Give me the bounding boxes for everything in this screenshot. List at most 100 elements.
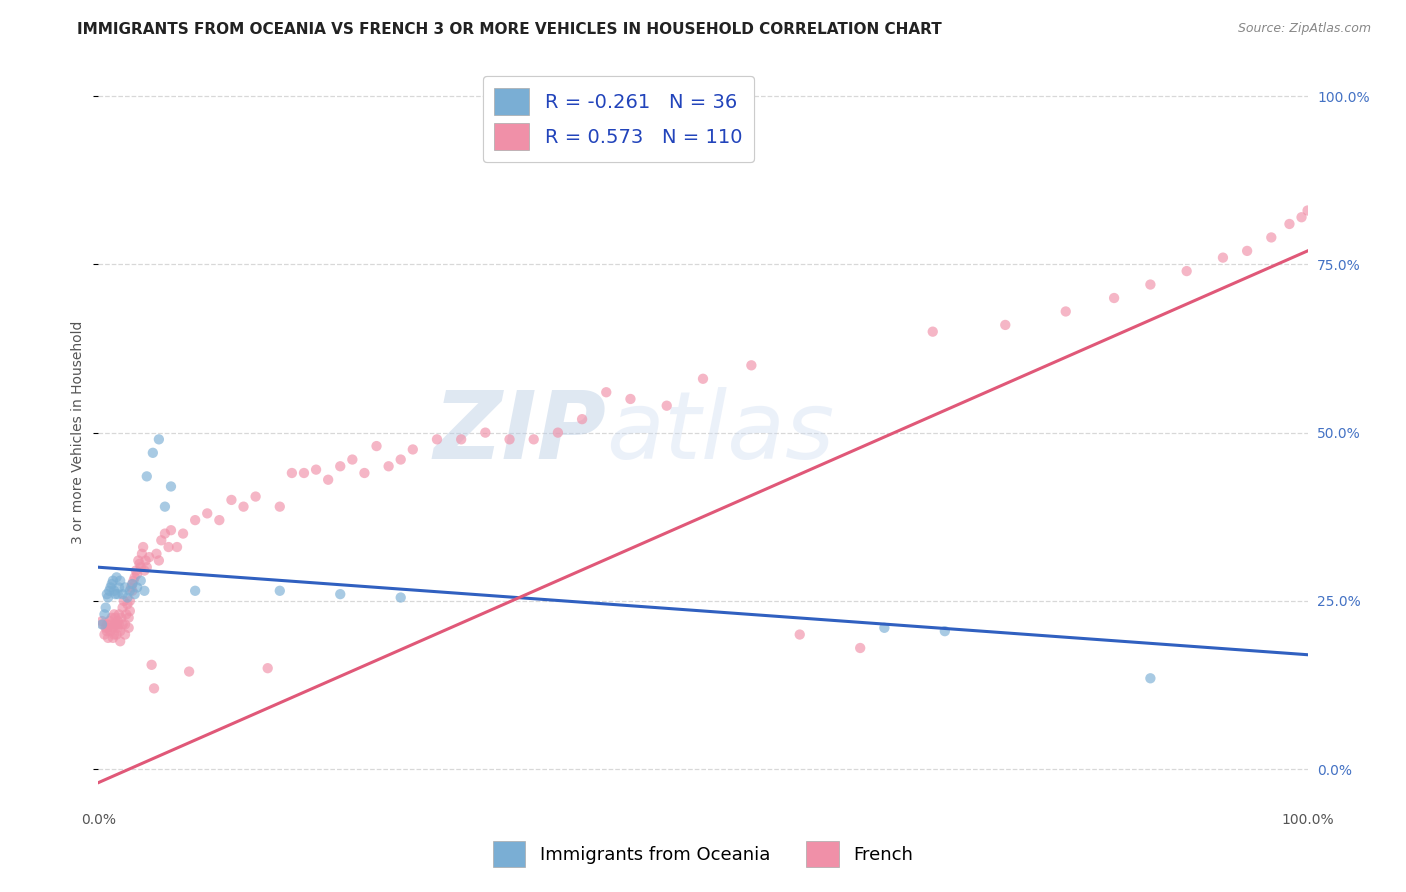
Point <box>316 473 339 487</box>
Point <box>1054 304 1077 318</box>
Point <box>129 560 152 574</box>
Point <box>127 553 149 567</box>
Point <box>117 597 139 611</box>
Point <box>91 614 114 628</box>
Point <box>91 617 114 632</box>
Point <box>292 466 315 480</box>
Point <box>96 587 118 601</box>
Point <box>329 459 352 474</box>
Point <box>1296 203 1319 218</box>
Point <box>121 577 143 591</box>
Point <box>148 433 170 447</box>
Point <box>150 533 173 548</box>
Point <box>108 624 131 639</box>
Point <box>132 540 155 554</box>
Point <box>125 564 148 578</box>
Point <box>94 621 117 635</box>
Point <box>112 594 135 608</box>
Point <box>1175 264 1198 278</box>
Point <box>269 500 291 514</box>
Legend: R = -0.261   N = 36, R = 0.573   N = 110: R = -0.261 N = 36, R = 0.573 N = 110 <box>482 76 754 162</box>
Point <box>994 318 1017 332</box>
Point <box>108 607 131 622</box>
Point <box>118 594 141 608</box>
Point <box>100 577 122 591</box>
Point <box>195 507 218 521</box>
Point <box>100 624 122 639</box>
Point <box>108 634 131 648</box>
Point <box>1260 230 1282 244</box>
Point <box>110 610 132 624</box>
Point <box>172 526 194 541</box>
Point <box>98 614 121 628</box>
Point <box>131 547 153 561</box>
Point <box>498 433 520 447</box>
Point <box>153 500 176 514</box>
Point <box>118 610 141 624</box>
Point <box>143 681 166 696</box>
Point <box>145 547 167 561</box>
Point <box>135 469 157 483</box>
Point <box>366 439 388 453</box>
Point <box>115 607 138 622</box>
Point <box>104 617 127 632</box>
Point <box>118 621 141 635</box>
Point <box>142 446 165 460</box>
Point <box>245 490 267 504</box>
Point <box>474 425 496 440</box>
Point <box>118 583 141 598</box>
Point <box>104 587 127 601</box>
Text: atlas: atlas <box>606 387 835 478</box>
Point <box>103 627 125 641</box>
Point <box>153 526 176 541</box>
Point <box>103 607 125 622</box>
Point <box>256 661 278 675</box>
Point <box>135 560 157 574</box>
Text: ZIP: ZIP <box>433 386 606 479</box>
Point <box>111 617 134 632</box>
Point <box>1139 277 1161 292</box>
Point <box>232 500 254 514</box>
Point <box>129 574 152 588</box>
Point <box>121 583 143 598</box>
Point <box>114 617 136 632</box>
Point <box>111 600 134 615</box>
Point <box>523 433 546 447</box>
Point <box>105 570 128 584</box>
Point <box>789 627 811 641</box>
Point <box>107 614 129 628</box>
Point <box>101 621 124 635</box>
Point <box>1212 251 1234 265</box>
Point <box>96 624 118 639</box>
Point <box>124 570 146 584</box>
Point <box>105 617 128 632</box>
Point <box>122 574 145 588</box>
Y-axis label: 3 or more Vehicles in Household: 3 or more Vehicles in Household <box>72 321 86 544</box>
Point <box>100 581 122 595</box>
Point <box>692 372 714 386</box>
Point <box>103 583 125 598</box>
Point <box>595 385 617 400</box>
Point <box>134 583 156 598</box>
Point <box>97 621 120 635</box>
Point <box>118 604 141 618</box>
Point <box>120 581 142 595</box>
Point <box>1291 211 1313 225</box>
Point <box>547 425 569 440</box>
Point <box>329 587 352 601</box>
Point <box>148 553 170 567</box>
Point <box>208 513 231 527</box>
Point <box>107 587 129 601</box>
Point <box>91 617 114 632</box>
Point <box>108 574 131 588</box>
Point <box>571 412 593 426</box>
Point <box>100 617 122 632</box>
Point <box>619 392 641 406</box>
Point <box>921 325 943 339</box>
Point <box>124 587 146 601</box>
Point <box>141 657 163 672</box>
Point <box>1278 217 1301 231</box>
Point <box>1236 244 1258 258</box>
Point <box>184 513 207 527</box>
Point <box>101 574 124 588</box>
